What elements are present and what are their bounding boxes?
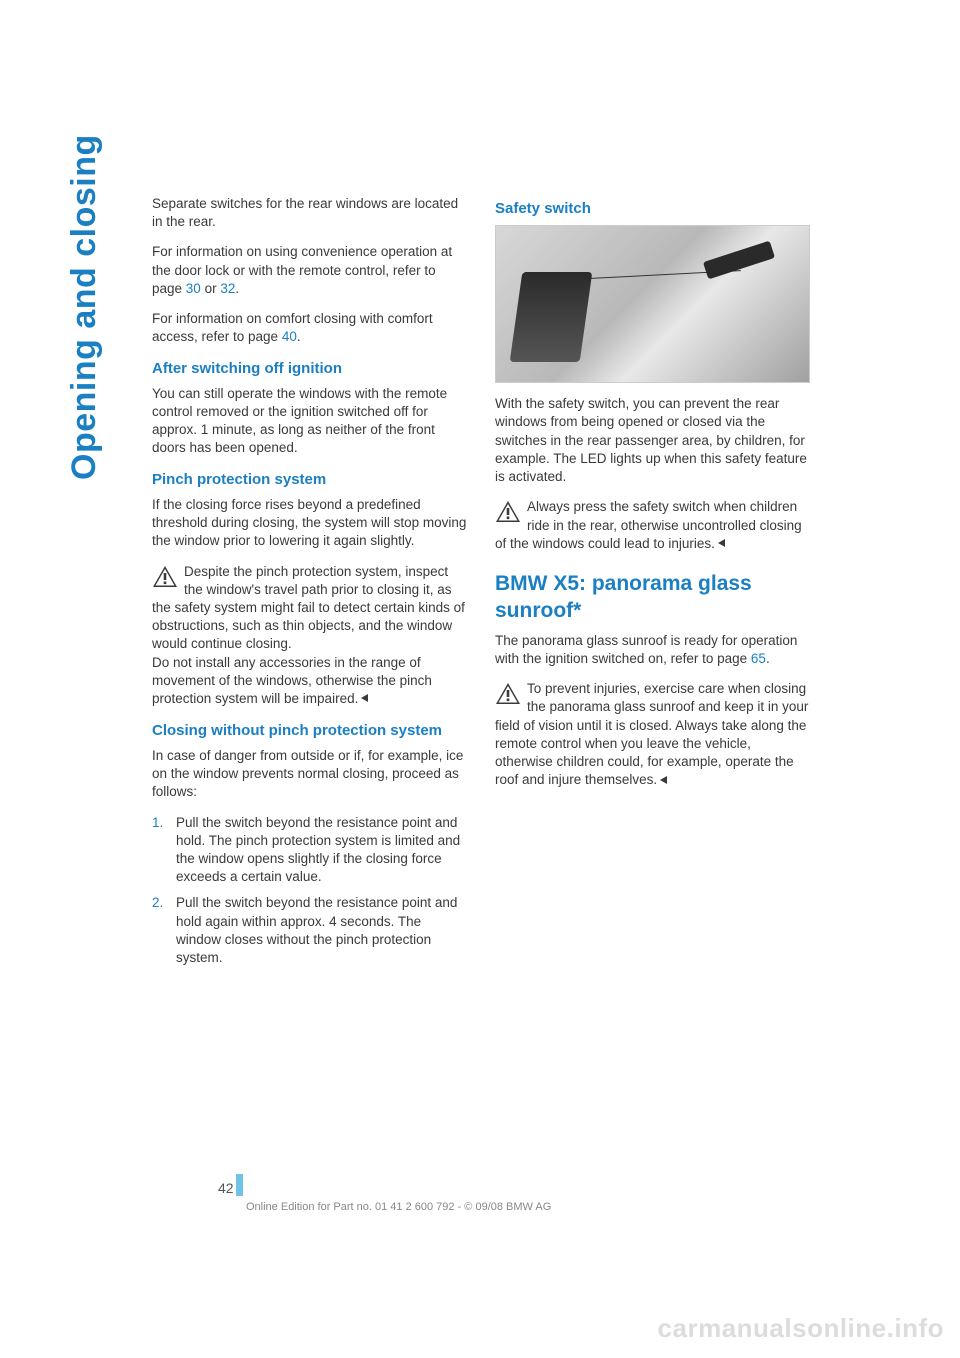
- safety-switch-illustration: [495, 225, 810, 383]
- page-number-block: 42: [218, 1174, 243, 1196]
- body-paragraph: You can still operate the windows with t…: [152, 385, 467, 458]
- end-mark-icon: [717, 535, 727, 553]
- section-title-vertical: Opening and closing: [65, 134, 104, 480]
- warning-block: Despite the pinch protection system, ins…: [152, 563, 467, 709]
- warning-icon: [495, 500, 521, 523]
- warning-icon: [495, 682, 521, 705]
- body-text: .: [297, 329, 301, 344]
- page-number-bar: [236, 1174, 243, 1196]
- body-paragraph: In case of danger from outside or if, fo…: [152, 747, 467, 802]
- body-paragraph: Separate switches for the rear windows a…: [152, 195, 467, 231]
- end-mark-icon: [360, 690, 370, 708]
- page-ref-link[interactable]: 65: [751, 651, 766, 666]
- warning-text: Despite the pinch protection system, ins…: [152, 564, 465, 652]
- warning-icon: [152, 565, 178, 588]
- end-mark-icon: [659, 772, 669, 790]
- content-columns: Separate switches for the rear windows a…: [152, 195, 868, 979]
- list-item: 2. Pull the switch beyond the resistance…: [152, 894, 467, 967]
- warning-text: Do not install any accessories in the ra…: [152, 655, 432, 706]
- warning-block: To prevent injuries, exercise care when …: [495, 680, 810, 790]
- watermark-text: carmanualsonline.info: [658, 1313, 944, 1344]
- body-paragraph: The panorama glass sunroof is ready for …: [495, 632, 810, 668]
- footer-text: Online Edition for Part no. 01 41 2 600 …: [246, 1201, 551, 1213]
- page-number: 42: [218, 1180, 234, 1196]
- list-number: 2.: [152, 894, 176, 967]
- list-text: Pull the switch beyond the resistance po…: [176, 814, 467, 887]
- body-text: .: [235, 281, 239, 296]
- right-column: Safety switch With the safety switch, yo…: [495, 195, 810, 979]
- left-column: Separate switches for the rear windows a…: [152, 195, 467, 979]
- list-number: 1.: [152, 814, 176, 887]
- warning-text: To prevent injuries, exercise care when …: [495, 681, 808, 787]
- body-paragraph: For information on using convenience ope…: [152, 243, 467, 298]
- list-text: Pull the switch beyond the resistance po…: [176, 894, 467, 967]
- warning-text: Always press the safety switch when chil…: [495, 499, 802, 550]
- body-paragraph: If the closing force rises beyond a pred…: [152, 496, 467, 551]
- page-ref-link[interactable]: 30: [186, 281, 201, 296]
- warning-block: Always press the safety switch when chil…: [495, 498, 810, 553]
- body-paragraph: With the safety switch, you can prevent …: [495, 395, 810, 486]
- subsection-heading: After switching off ignition: [152, 359, 467, 379]
- subsection-heading: Closing without pinch protection system: [152, 721, 467, 741]
- section-heading: BMW X5: panorama glass sunroof*: [495, 571, 810, 624]
- list-item: 1. Pull the switch beyond the resistance…: [152, 814, 467, 887]
- body-paragraph: For information on comfort closing with …: [152, 310, 467, 346]
- page-ref-link[interactable]: 32: [220, 281, 235, 296]
- page-ref-link[interactable]: 40: [282, 329, 297, 344]
- body-text: or: [201, 281, 221, 296]
- subsection-heading: Pinch protection system: [152, 470, 467, 490]
- subsection-heading: Safety switch: [495, 199, 810, 219]
- manual-page: Opening and closing Separate switches fo…: [0, 0, 960, 1358]
- body-text: .: [766, 651, 770, 666]
- ordered-list: 1. Pull the switch beyond the resistance…: [152, 814, 467, 968]
- callout-line: [591, 270, 741, 279]
